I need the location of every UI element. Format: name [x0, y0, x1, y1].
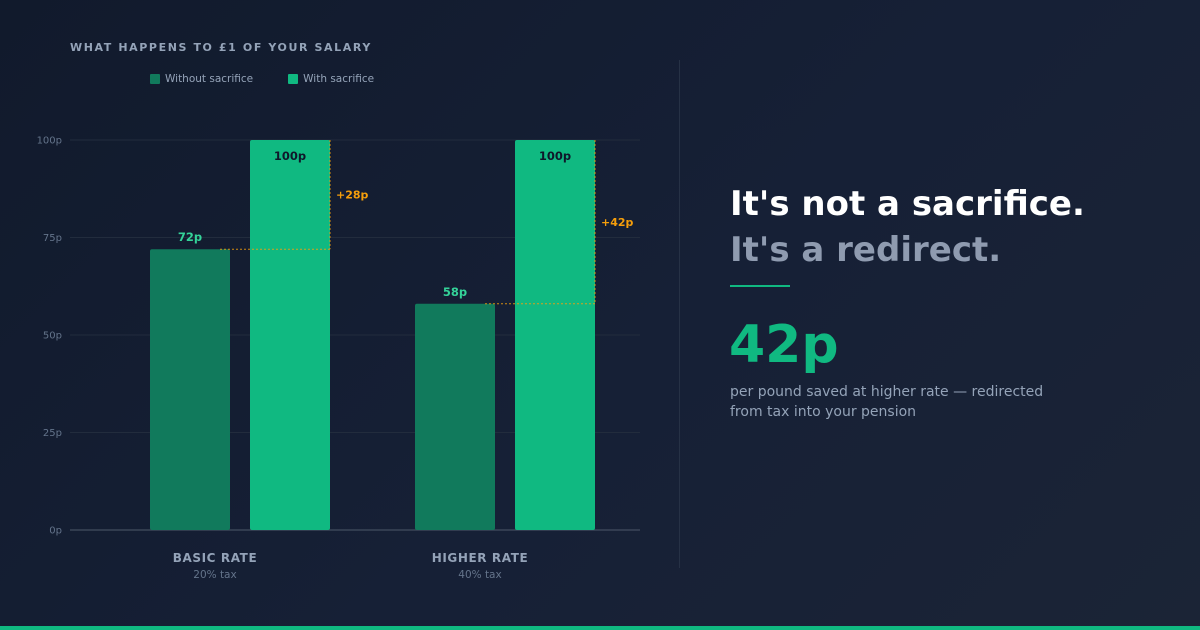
legend-swatch-with-sacrifice: [288, 74, 299, 84]
subhead: It's a redirect.: [730, 230, 1002, 270]
y-tick-label: 50p: [43, 331, 62, 342]
legend-swatch-without-sacrifice: [150, 74, 160, 84]
y-tick-label: 100p: [37, 136, 62, 147]
category-sublabel: 40% tax: [458, 569, 501, 581]
bar-value-label: 100p: [274, 149, 306, 163]
legend-item-without-sacrifice: Without sacrifice: [150, 73, 253, 85]
difference-label: +42p: [601, 216, 634, 229]
legend-label-with-sacrifice: With sacrifice: [303, 73, 375, 85]
bottom-accent-bar: [0, 626, 1200, 630]
difference-label: +28p: [336, 189, 369, 202]
y-tick-label: 25p: [43, 428, 62, 439]
bar-value-label: 100p: [539, 149, 571, 163]
headline: It's not a sacrifice.: [730, 184, 1085, 224]
bar-with-sacrifice: [515, 140, 595, 530]
bar-without-sacrifice: [150, 249, 230, 530]
y-tick-label: 75p: [43, 233, 62, 244]
category-label: BASIC RATE: [173, 551, 258, 565]
legend-item-with-sacrifice: With sacrifice: [288, 73, 374, 85]
highlight-number: 42p: [729, 315, 839, 375]
section-divider: [679, 60, 680, 568]
chart-legend: Without sacrifice With sacrifice: [150, 73, 409, 85]
bar-value-label: 72p: [178, 230, 202, 244]
highlight-caption: per pound saved at higher rate — redirec…: [730, 384, 1044, 420]
category-sublabel: 20% tax: [193, 569, 236, 581]
category-label: HIGHER RATE: [432, 551, 529, 565]
bar-without-sacrifice: [415, 303, 495, 530]
legend-label-without-sacrifice: Without sacrifice: [165, 73, 254, 85]
chart-title: WHAT HAPPENS TO £1 OF YOUR SALARY: [70, 41, 372, 54]
y-tick-label: 0p: [49, 526, 62, 537]
bar-chart: 0p 25p 50p 75p 100p 72p 100p +28p BASIC RATE 20% …: [37, 136, 640, 581]
bar-value-label: 58p: [443, 285, 467, 299]
bar-with-sacrifice: [250, 140, 330, 530]
accent-rule: [730, 285, 790, 287]
